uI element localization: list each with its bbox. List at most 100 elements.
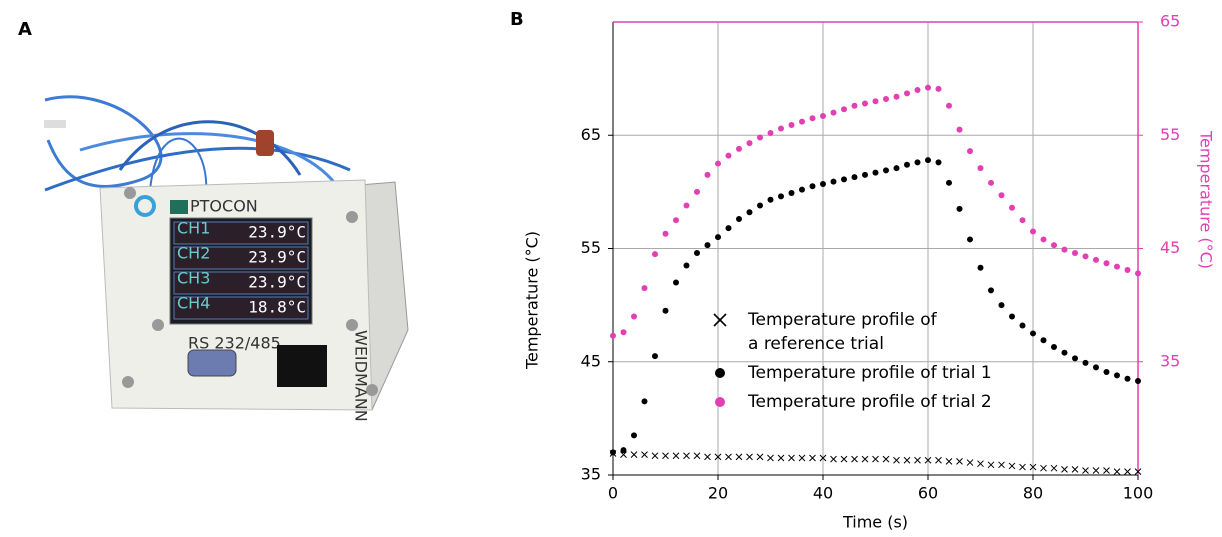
y-tick-label: 55 xyxy=(581,238,601,257)
point xyxy=(1009,313,1015,320)
x-tick-label: 40 xyxy=(813,484,833,503)
reading: 23.9°C xyxy=(248,273,306,292)
point xyxy=(683,452,690,460)
point xyxy=(778,193,784,200)
point xyxy=(1124,267,1131,274)
y-axis-title: Temperature (°C) xyxy=(523,231,542,370)
point xyxy=(694,188,700,195)
point xyxy=(998,302,1005,309)
legend-entry: Temperature profile of a reference trial xyxy=(712,308,992,356)
point xyxy=(935,85,942,92)
point xyxy=(1124,375,1131,382)
reading: 23.9°C xyxy=(248,248,306,267)
point xyxy=(809,454,816,462)
point xyxy=(757,202,763,209)
point xyxy=(799,118,805,125)
y-tick-label: 65 xyxy=(581,125,601,144)
point xyxy=(987,461,995,469)
point xyxy=(914,456,921,464)
point xyxy=(1072,250,1078,257)
point xyxy=(1134,468,1142,475)
y2-tick-label: 45 xyxy=(1160,238,1180,257)
point xyxy=(1103,368,1110,375)
point xyxy=(788,454,795,462)
point xyxy=(788,190,795,197)
y2-tick-label: 65 xyxy=(1160,12,1180,31)
y-tick-label: 35 xyxy=(581,465,601,484)
point xyxy=(704,242,711,249)
x-tick-label: 0 xyxy=(608,484,618,503)
point xyxy=(935,159,942,166)
point xyxy=(1051,242,1057,249)
point xyxy=(1019,463,1026,471)
y-tick-label: 45 xyxy=(581,351,601,370)
legend-entry: Temperature profile of trial 2 xyxy=(712,390,992,414)
point xyxy=(757,134,763,141)
point xyxy=(1061,465,1068,473)
point xyxy=(630,451,638,458)
point xyxy=(641,285,648,292)
point xyxy=(1008,462,1016,470)
channel-label: CH2 xyxy=(177,244,210,263)
point xyxy=(746,209,753,216)
point xyxy=(988,287,994,294)
point xyxy=(652,353,658,360)
channel-label: CH1 xyxy=(177,219,210,238)
point xyxy=(1072,355,1078,362)
point xyxy=(651,452,659,460)
point xyxy=(714,453,722,461)
point xyxy=(872,169,879,176)
point xyxy=(819,454,827,462)
point xyxy=(1103,260,1110,267)
legend-entry: Temperature profile of trial 1 xyxy=(712,361,992,385)
point xyxy=(652,251,658,258)
point xyxy=(735,453,743,461)
point xyxy=(872,455,879,463)
point xyxy=(1082,359,1089,366)
point xyxy=(956,126,963,133)
point xyxy=(841,176,847,183)
x-tick-label: 60 xyxy=(918,484,938,503)
panel-label: B xyxy=(510,9,524,30)
point xyxy=(756,453,764,461)
point xyxy=(956,458,963,465)
point xyxy=(883,96,889,103)
channel-label: CH4 xyxy=(177,294,210,313)
point xyxy=(620,451,627,458)
point xyxy=(903,456,911,464)
point xyxy=(767,196,774,203)
point xyxy=(820,180,826,187)
point xyxy=(851,102,858,109)
point xyxy=(1135,378,1141,385)
photo: PTOCON CH1 23.9°C CH2 23.9°C CH3 23.9°C CH4 18.… xyxy=(44,95,409,422)
point xyxy=(693,452,701,460)
point xyxy=(715,234,721,241)
point xyxy=(809,183,816,190)
point xyxy=(914,86,921,93)
point xyxy=(715,160,721,167)
screen-row xyxy=(173,246,309,270)
point xyxy=(641,451,648,458)
point xyxy=(736,145,742,152)
point xyxy=(935,456,942,464)
y2-tick-label: 35 xyxy=(1160,351,1180,370)
point xyxy=(904,161,910,168)
point xyxy=(1103,467,1110,474)
x-tick-label: 80 xyxy=(1023,484,1043,503)
point xyxy=(893,456,900,464)
point xyxy=(799,186,805,193)
point xyxy=(945,458,953,465)
point xyxy=(809,115,816,122)
point xyxy=(746,453,753,461)
point xyxy=(1113,468,1121,475)
point xyxy=(683,262,690,269)
point xyxy=(610,332,616,339)
point xyxy=(1040,337,1047,344)
point xyxy=(862,100,868,107)
point xyxy=(620,447,627,454)
point xyxy=(1082,467,1089,474)
point xyxy=(631,432,637,439)
point xyxy=(925,157,931,164)
